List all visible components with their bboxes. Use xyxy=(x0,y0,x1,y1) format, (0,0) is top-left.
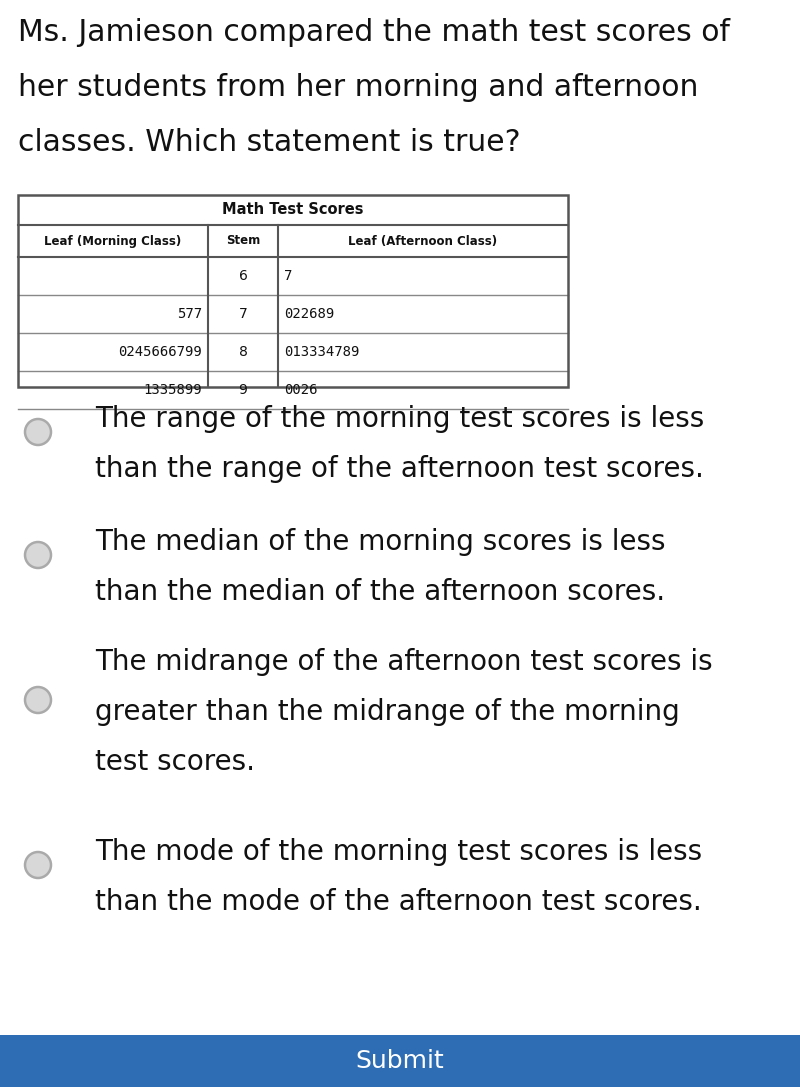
Text: 7: 7 xyxy=(284,268,292,283)
Text: 7: 7 xyxy=(238,307,247,321)
Text: 0245666799: 0245666799 xyxy=(118,345,202,359)
Text: Ms. Jamieson compared the math test scores of: Ms. Jamieson compared the math test scor… xyxy=(18,18,730,47)
Text: than the median of the afternoon scores.: than the median of the afternoon scores. xyxy=(95,578,665,605)
Circle shape xyxy=(25,852,51,878)
Text: Leaf (Afternoon Class): Leaf (Afternoon Class) xyxy=(349,235,498,248)
Text: test scores.: test scores. xyxy=(95,748,255,776)
Text: The mode of the morning test scores is less: The mode of the morning test scores is l… xyxy=(95,838,702,866)
Text: The midrange of the afternoon test scores is: The midrange of the afternoon test score… xyxy=(95,648,713,676)
Text: Submit: Submit xyxy=(356,1049,444,1073)
Bar xyxy=(0,1035,800,1087)
Bar xyxy=(18,195,568,387)
Circle shape xyxy=(25,687,51,713)
Circle shape xyxy=(25,418,51,445)
Circle shape xyxy=(25,542,51,569)
Text: 1335899: 1335899 xyxy=(143,383,202,397)
Text: 0026: 0026 xyxy=(284,383,318,397)
Text: her students from her morning and afternoon: her students from her morning and aftern… xyxy=(18,73,698,102)
Text: 9: 9 xyxy=(238,383,247,397)
Text: greater than the midrange of the morning: greater than the midrange of the morning xyxy=(95,698,680,726)
Text: Stem: Stem xyxy=(226,235,260,248)
Text: The range of the morning test scores is less: The range of the morning test scores is … xyxy=(95,405,704,433)
Text: 022689: 022689 xyxy=(284,307,334,321)
Text: than the range of the afternoon test scores.: than the range of the afternoon test sco… xyxy=(95,455,704,483)
Text: classes. Which statement is true?: classes. Which statement is true? xyxy=(18,128,521,157)
Text: The median of the morning scores is less: The median of the morning scores is less xyxy=(95,528,666,555)
Text: Math Test Scores: Math Test Scores xyxy=(222,202,364,217)
Text: 577: 577 xyxy=(177,307,202,321)
Text: Leaf (Morning Class): Leaf (Morning Class) xyxy=(44,235,182,248)
Text: 013334789: 013334789 xyxy=(284,345,359,359)
Text: than the mode of the afternoon test scores.: than the mode of the afternoon test scor… xyxy=(95,888,702,916)
Text: 8: 8 xyxy=(238,345,247,359)
Bar xyxy=(18,195,568,387)
Text: 6: 6 xyxy=(238,268,247,283)
